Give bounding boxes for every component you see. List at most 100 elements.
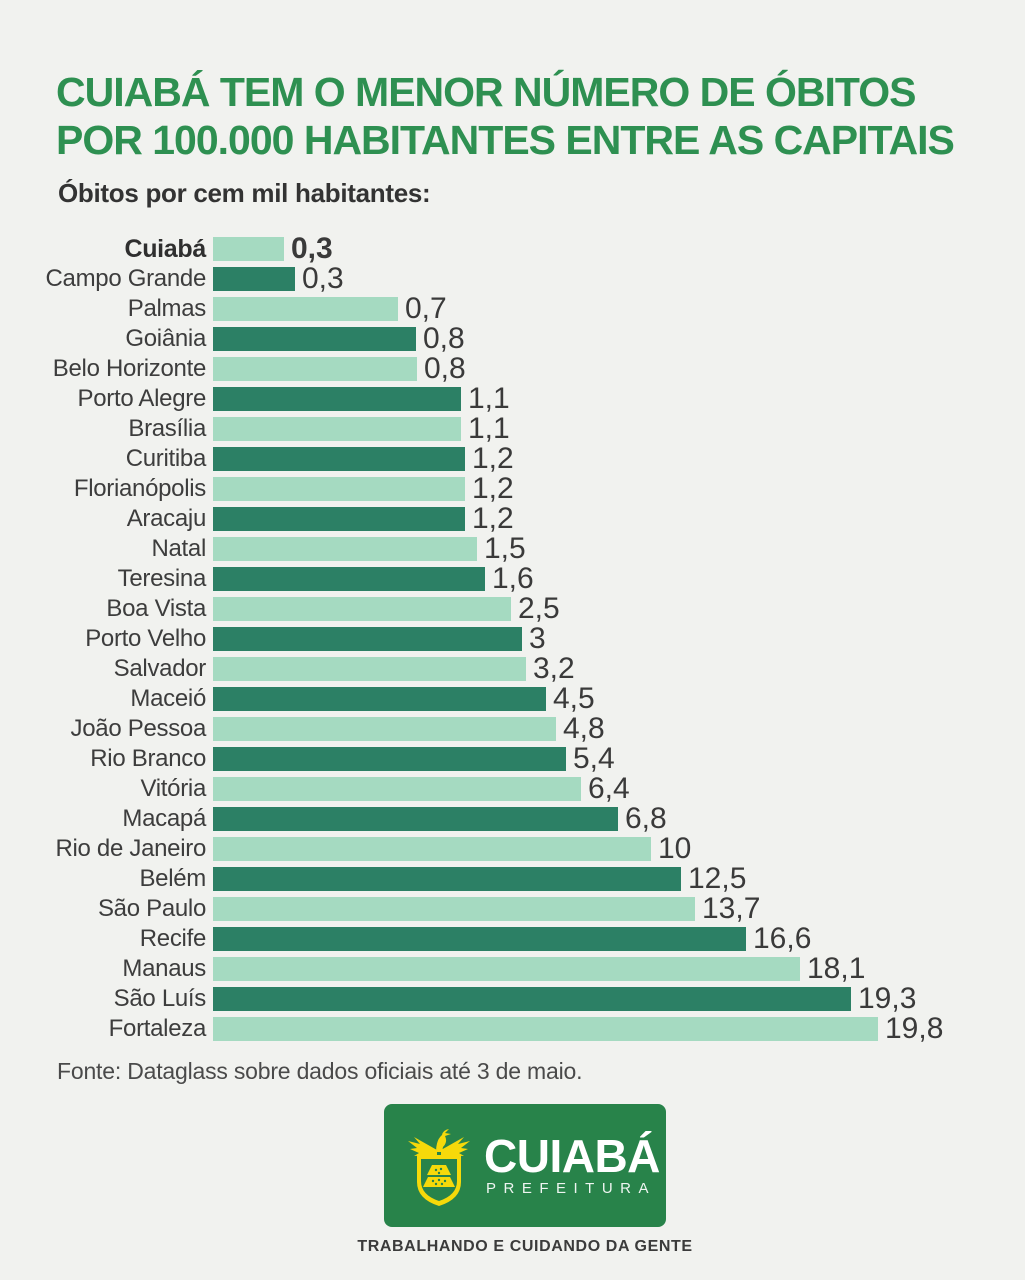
bar-value-label: 0,8 bbox=[423, 322, 465, 355]
bar bbox=[213, 837, 651, 861]
bar-row: Curitiba 1,2 bbox=[0, 442, 1025, 475]
bar-row: Belém 12,5 bbox=[0, 862, 1025, 895]
bar bbox=[213, 1017, 878, 1041]
bar-value-label: 3 bbox=[529, 622, 546, 655]
bar-value-label: 2,5 bbox=[518, 592, 560, 625]
bar-row: Recife 16,6 bbox=[0, 922, 1025, 955]
logo-tagline: TRABALHANDO E CUIDANDO DA GENTE bbox=[357, 1238, 693, 1255]
bar bbox=[213, 417, 461, 441]
bar-row: Natal 1,5 bbox=[0, 532, 1025, 565]
bar-row-label: Boa Vista bbox=[106, 595, 206, 622]
page-title-line1: CUIABÁ TEM O MENOR NÚMERO DE ÓBITOS bbox=[56, 69, 916, 115]
bar-value-label: 1,2 bbox=[472, 502, 514, 535]
bar-value-label: 4,5 bbox=[553, 682, 595, 715]
bar-row: São Paulo 13,7 bbox=[0, 892, 1025, 925]
bar-value-label: 1,5 bbox=[484, 532, 526, 565]
bar-value-label: 19,8 bbox=[885, 1012, 944, 1045]
bar-row-label: Porto Velho bbox=[85, 625, 206, 652]
bar-row-label: Brasília bbox=[128, 415, 206, 442]
bar bbox=[213, 387, 461, 411]
bar-row-label: Curitiba bbox=[125, 445, 207, 472]
bar-row-label: Macapá bbox=[122, 805, 206, 832]
bar-row: Aracaju 1,2 bbox=[0, 502, 1025, 535]
bar-row-label: Aracaju bbox=[126, 505, 207, 532]
bar-value-label: 0,7 bbox=[405, 292, 447, 325]
bar-row: Belo Horizonte 0,8 bbox=[0, 352, 1025, 385]
bar-value-label: 4,8 bbox=[563, 712, 605, 745]
bar-row: Porto Alegre 1,1 bbox=[0, 382, 1025, 415]
bar-row: Brasília 1,1 bbox=[0, 412, 1025, 445]
bar-row: Florianópolis 1,2 bbox=[0, 472, 1025, 505]
bar-chart: Cuiabá 0,3 Campo Grande 0,3 Palmas 0,7 G… bbox=[0, 232, 1025, 1045]
prefecture-logo: CUIABÁ PREFEITURA bbox=[384, 1104, 666, 1227]
bar-row-label: Fortaleza bbox=[108, 1015, 207, 1042]
bar-value-label: 16,6 bbox=[753, 922, 812, 955]
bar-row-label: Porto Alegre bbox=[77, 385, 207, 412]
bar bbox=[213, 477, 465, 501]
bar-row: Manaus 18,1 bbox=[0, 952, 1025, 985]
bar bbox=[213, 507, 465, 531]
bar bbox=[213, 567, 485, 591]
bar bbox=[213, 267, 295, 291]
bar bbox=[213, 867, 681, 891]
bar-row: Fortaleza 19,8 bbox=[0, 1012, 1025, 1045]
bar-row-label: Teresina bbox=[117, 565, 207, 592]
bar-value-label: 1,2 bbox=[472, 472, 514, 505]
bar-value-label: 13,7 bbox=[702, 892, 761, 925]
bar bbox=[213, 657, 526, 681]
bar-value-label: 1,1 bbox=[468, 412, 510, 445]
bar-row: Cuiabá 0,3 bbox=[0, 232, 1025, 265]
bar-row-label: Rio de Janeiro bbox=[55, 835, 206, 862]
bar-value-label: 12,5 bbox=[688, 862, 747, 895]
bar-row-label: Maceió bbox=[130, 685, 206, 712]
bar-row: Maceió 4,5 bbox=[0, 682, 1025, 715]
bar-row-label: Belém bbox=[139, 865, 206, 892]
bar-value-label: 5,4 bbox=[573, 742, 615, 775]
bar-row-label: João Pessoa bbox=[70, 715, 207, 742]
bar bbox=[213, 897, 695, 921]
bar-row: Teresina 1,6 bbox=[0, 562, 1025, 595]
bar-row-label: Natal bbox=[151, 535, 206, 562]
bar bbox=[213, 927, 746, 951]
bar-value-label: 6,8 bbox=[625, 802, 667, 835]
bar-row: Rio Branco 5,4 bbox=[0, 742, 1025, 775]
bar-row: São Luís 19,3 bbox=[0, 982, 1025, 1015]
bar-value-label: 6,4 bbox=[588, 772, 630, 805]
bar bbox=[213, 777, 581, 801]
bar-row-label: Rio Branco bbox=[90, 745, 206, 772]
bar-value-label: 3,2 bbox=[533, 652, 575, 685]
bar-row: Rio de Janeiro 10 bbox=[0, 832, 1025, 865]
bar-value-label: 19,3 bbox=[858, 982, 917, 1015]
bar-row: João Pessoa 4,8 bbox=[0, 712, 1025, 745]
bar bbox=[213, 627, 522, 651]
bar-row-label: Florianópolis bbox=[73, 475, 206, 502]
source-note: Fonte: Dataglass sobre dados oficiais at… bbox=[57, 1058, 583, 1084]
bar-value-label: 1,1 bbox=[468, 382, 510, 415]
bar-row-label: Palmas bbox=[127, 295, 207, 322]
bar bbox=[213, 297, 398, 321]
bar-row-label: Salvador bbox=[113, 655, 207, 682]
bar-row-label: Campo Grande bbox=[45, 265, 207, 292]
bar-row: Goiânia 0,8 bbox=[0, 322, 1025, 355]
bar-row-label: São Paulo bbox=[97, 895, 206, 922]
bar-row: Macapá 6,8 bbox=[0, 802, 1025, 835]
bar-row-label: Manaus bbox=[122, 955, 206, 982]
bar-value-label: 0,8 bbox=[424, 352, 466, 385]
bar-row-label: Vitória bbox=[140, 775, 207, 802]
bar-row-label: Cuiabá bbox=[124, 234, 206, 263]
bar-row: Porto Velho 3 bbox=[0, 622, 1025, 655]
bar-value-label: 1,6 bbox=[492, 562, 534, 595]
bar bbox=[213, 327, 416, 351]
bar-value-label: 1,2 bbox=[472, 442, 514, 475]
bar-row: Salvador 3,2 bbox=[0, 652, 1025, 685]
bar-row-label: São Luís bbox=[113, 985, 207, 1012]
bar-row: Palmas 0,7 bbox=[0, 292, 1025, 325]
bar bbox=[213, 957, 800, 981]
logo-subtitle: PREFEITURA bbox=[486, 1180, 657, 1197]
logo-text-block: CUIABÁ PREFEITURA bbox=[484, 1133, 660, 1197]
page-title: CUIABÁ TEM O MENOR NÚMERO DE ÓBITOS POR 1… bbox=[56, 68, 955, 164]
bar-value-label: 0,3 bbox=[291, 232, 333, 265]
bar bbox=[213, 747, 566, 771]
bar bbox=[213, 717, 556, 741]
bar bbox=[213, 447, 465, 471]
